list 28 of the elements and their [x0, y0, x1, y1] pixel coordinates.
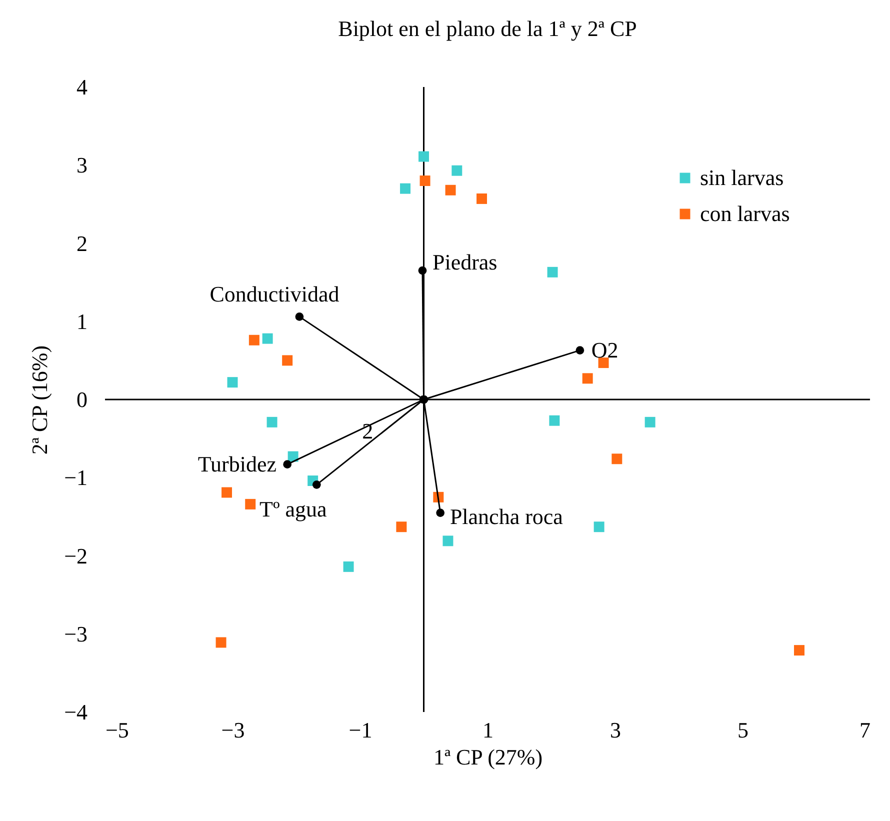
series-label: Turbidez: [198, 451, 277, 476]
y-tick-label: 0: [76, 387, 88, 412]
annotation: 2: [362, 418, 374, 444]
x-tick-label: −1: [348, 718, 372, 742]
x-tick-label: 1: [482, 718, 494, 742]
legend-label: con larvas: [700, 201, 790, 226]
y-tick-label: −4: [64, 700, 88, 724]
y-tick-label: 4: [76, 74, 88, 100]
x-tick-label: −3: [221, 718, 245, 742]
x-tick-label: 5: [738, 718, 748, 742]
y-tick-label: −3: [64, 621, 88, 646]
chart-title: Biplot en el plano de la 1ª y 2ª CP: [338, 16, 637, 41]
series-label: Plancha roca: [450, 504, 564, 529]
series-label: O2: [591, 337, 618, 362]
x-tick-label: 3: [610, 718, 621, 742]
series-label: Conductividad: [210, 282, 340, 307]
x-tick-label: −5: [106, 718, 129, 742]
y-tick-label: 1: [76, 308, 88, 334]
legend-label: sin larvas: [700, 165, 784, 190]
series-label: Tº agua: [260, 496, 328, 522]
y-axis-title: 2ª CP (16%): [27, 345, 52, 455]
x-axis-title: 1ª CP (27%): [433, 744, 543, 770]
y-tick-label: 3: [76, 152, 88, 178]
y-tick-label: −1: [64, 465, 88, 490]
y-tick-label: 2: [76, 230, 88, 256]
y-tick-label: −2: [64, 543, 88, 568]
x-tick-label: 7: [860, 718, 870, 742]
series-label: Piedras: [432, 250, 498, 275]
